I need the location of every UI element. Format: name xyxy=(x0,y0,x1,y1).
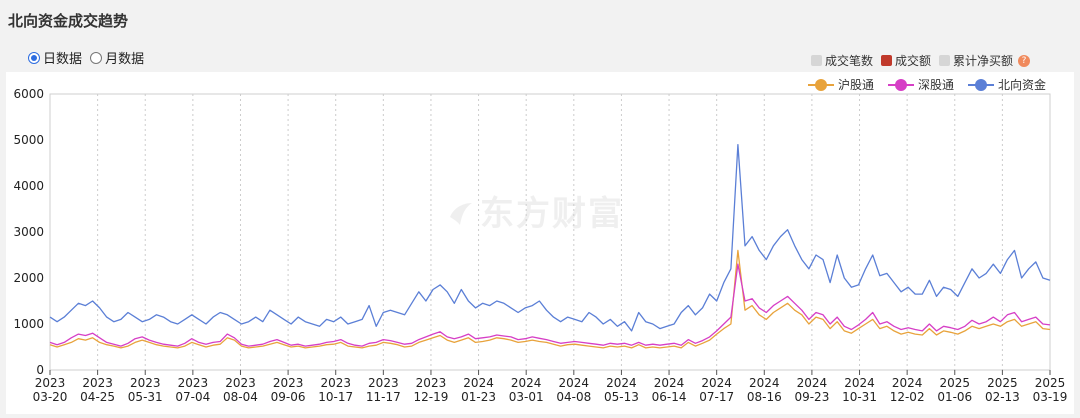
y-tick-label: 6000 xyxy=(13,87,44,101)
x-tick-date-label: 09-23 xyxy=(794,390,829,404)
x-tick-year-label: 2023 xyxy=(225,376,256,390)
legend-label-sz: 深股通 xyxy=(917,78,954,92)
chart-area: 东方财富 xyxy=(6,72,1074,414)
plot-frame xyxy=(49,93,1051,371)
x-tick-date-label: 05-13 xyxy=(604,390,639,404)
x-tick-date-label: 12-02 xyxy=(890,390,925,404)
radio-daily[interactable]: 日数据 xyxy=(28,48,82,67)
radio-monthly[interactable]: 月数据 xyxy=(90,48,144,67)
legend-label-sh: 沪股通 xyxy=(837,78,874,92)
metric-legend-turnover[interactable]: 成交额 xyxy=(880,52,931,69)
legend-label-north: 北向资金 xyxy=(997,78,1046,92)
x-tick-date-label: 04-08 xyxy=(556,390,591,404)
y-tick-label: 2000 xyxy=(13,271,44,285)
net-buy-label: 累计净买额 xyxy=(952,54,1013,68)
x-tick-year-label: 2023 xyxy=(82,376,113,390)
legend-item-sh[interactable]: 沪股通 xyxy=(807,76,874,93)
trade-count-label: 成交笔数 xyxy=(824,54,873,68)
x-tick-date-label: 11-17 xyxy=(366,390,401,404)
turnover-swatch xyxy=(880,55,892,66)
x-tick-date-label: 03-01 xyxy=(509,390,544,404)
x-tick-year-label: 2024 xyxy=(559,376,590,390)
watermark-text: 东方财富 xyxy=(480,194,624,234)
x-tick-year-label: 2024 xyxy=(844,376,875,390)
x-tick-year-label: 2024 xyxy=(463,376,494,390)
y-tick-label: 3000 xyxy=(13,225,44,239)
x-tick-date-label: 09-06 xyxy=(271,390,306,404)
series-line-sz xyxy=(49,263,1051,347)
period-selector: 日数据 月数据 xyxy=(28,48,148,68)
metric-legend-net-buy[interactable]: 累计净买额 ? xyxy=(938,52,1030,69)
question-icon[interactable]: ? xyxy=(1018,54,1030,67)
x-tick-date-label: 08-16 xyxy=(747,390,782,404)
metric-legend-trade-count[interactable]: 成交笔数 xyxy=(810,52,873,69)
radio-daily-label: 日数据 xyxy=(43,52,83,67)
radio-daily-indicator xyxy=(28,51,40,64)
radio-monthly-indicator xyxy=(90,51,103,64)
x-tick-year-label: 2024 xyxy=(797,376,828,390)
turnover-label: 成交额 xyxy=(894,54,931,68)
x-tick-year-label: 2024 xyxy=(511,376,542,390)
legend-item-north[interactable]: 北向资金 xyxy=(967,76,1046,93)
x-tick-date-label: 10-31 xyxy=(842,390,877,404)
series-line-sh xyxy=(49,249,1051,349)
x-tick-date-label: 01-06 xyxy=(937,390,972,404)
x-tick-date-label: 07-04 xyxy=(175,390,210,404)
x-tick-year-label: 2024 xyxy=(654,376,685,390)
series-line-north xyxy=(49,143,1051,332)
x-tick-date-label: 08-04 xyxy=(223,390,258,404)
watermark: 东方财富 xyxy=(446,186,624,235)
x-tick-year-label: 2025 xyxy=(1035,376,1066,390)
x-tick-date-label: 03-19 xyxy=(1033,390,1068,404)
radio-monthly-label: 月数据 xyxy=(105,52,145,67)
metric-legend: 成交笔数 成交额 累计净买额 ? xyxy=(810,52,1030,69)
net-buy-swatch xyxy=(938,55,950,66)
x-tick-year-label: 2024 xyxy=(749,376,780,390)
x-tick-year-label: 2023 xyxy=(35,376,66,390)
legend-marker-sh xyxy=(807,78,834,91)
legend-marker-north xyxy=(967,78,994,91)
x-tick-date-label: 10-17 xyxy=(318,390,353,404)
x-tick-date-label: 07-17 xyxy=(699,390,734,404)
y-tick-label: 0 xyxy=(36,363,44,377)
panel-title: 北向资金成交趋势 xyxy=(8,12,129,30)
x-tick-year-label: 2023 xyxy=(130,376,161,390)
x-tick-year-label: 2023 xyxy=(273,376,304,390)
x-tick-year-label: 2025 xyxy=(939,376,970,390)
x-tick-date-label: 01-23 xyxy=(461,390,496,404)
legend-item-sz[interactable]: 深股通 xyxy=(887,76,954,93)
series-legend: 沪股通 深股通 北向资金 xyxy=(807,76,1046,93)
x-tick-date-label: 12-19 xyxy=(414,390,449,404)
x-tick-year-label: 2025 xyxy=(987,376,1018,390)
x-tick-year-label: 2023 xyxy=(320,376,351,390)
trade-count-swatch xyxy=(810,55,822,66)
x-tick-date-label: 03-20 xyxy=(33,390,68,404)
x-tick-date-label: 06-14 xyxy=(652,390,687,404)
watermark-logo-icon xyxy=(450,203,472,225)
x-tick-date-label: 05-31 xyxy=(128,390,163,404)
x-tick-date-label: 02-13 xyxy=(985,390,1020,404)
y-tick-label: 5000 xyxy=(13,133,44,147)
x-tick-year-label: 2024 xyxy=(892,376,923,390)
x-tick-year-label: 2023 xyxy=(416,376,447,390)
x-tick-date-label: 04-25 xyxy=(80,390,115,404)
x-tick-year-label: 2023 xyxy=(178,376,209,390)
x-tick-year-label: 2024 xyxy=(606,376,637,390)
y-tick-label: 4000 xyxy=(13,179,44,193)
legend-marker-sz xyxy=(887,78,914,91)
x-tick-year-label: 2023 xyxy=(368,376,399,390)
y-tick-label: 1000 xyxy=(13,317,44,331)
x-tick-year-label: 2024 xyxy=(701,376,732,390)
